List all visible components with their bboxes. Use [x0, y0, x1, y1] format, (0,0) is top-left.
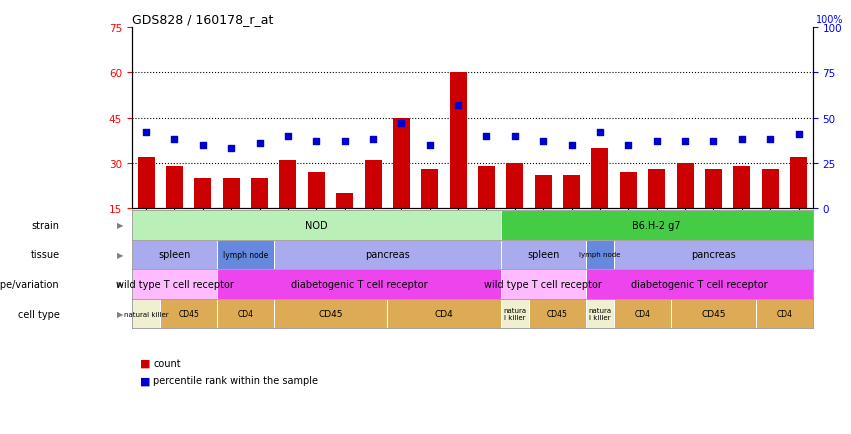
Point: [253, 140, 266, 147]
Text: tissue: tissue: [31, 250, 60, 260]
Point: [225, 145, 238, 152]
Text: lymph node: lymph node: [223, 250, 268, 259]
Bar: [648, 169, 665, 253]
Point: [480, 133, 494, 140]
Text: ▶: ▶: [117, 309, 123, 318]
Point: [508, 133, 522, 140]
Text: CD4: CD4: [635, 309, 650, 318]
Bar: [421, 169, 438, 253]
Text: count: count: [153, 358, 180, 368]
Bar: [166, 166, 183, 253]
Text: diabetogenic T cell receptor: diabetogenic T cell receptor: [290, 279, 427, 289]
Text: spleen: spleen: [158, 250, 191, 260]
Text: diabetogenic T cell receptor: diabetogenic T cell receptor: [631, 279, 768, 289]
Point: [395, 120, 408, 127]
Bar: [223, 178, 240, 253]
Bar: [478, 166, 495, 253]
Point: [621, 142, 635, 149]
Text: natura
l killer: natura l killer: [588, 307, 612, 320]
Text: cell type: cell type: [18, 309, 60, 319]
Point: [281, 133, 294, 140]
Bar: [677, 163, 694, 253]
Bar: [591, 148, 608, 253]
Text: ■: ■: [140, 376, 151, 385]
Text: CD4: CD4: [237, 309, 254, 318]
Text: ▶: ▶: [117, 221, 123, 230]
Point: [565, 142, 579, 149]
Text: CD45: CD45: [318, 309, 343, 318]
Point: [706, 138, 720, 145]
Bar: [279, 160, 296, 253]
Bar: [734, 166, 751, 253]
Bar: [563, 175, 580, 253]
Text: spleen: spleen: [527, 250, 559, 260]
Text: lymph node: lymph node: [580, 252, 620, 258]
Bar: [251, 178, 268, 253]
Point: [168, 136, 181, 143]
Text: CD45: CD45: [547, 309, 568, 318]
Point: [366, 136, 380, 143]
Text: ▶: ▶: [117, 250, 123, 259]
Bar: [620, 172, 637, 253]
Point: [423, 142, 437, 149]
Text: GDS828 / 160178_r_at: GDS828 / 160178_r_at: [132, 13, 273, 26]
Text: pancreas: pancreas: [691, 250, 736, 260]
Bar: [506, 163, 523, 253]
Text: natural killer: natural killer: [123, 311, 168, 317]
Text: NOD: NOD: [305, 220, 328, 230]
Text: percentile rank within the sample: percentile rank within the sample: [153, 376, 318, 385]
Bar: [364, 160, 381, 253]
Bar: [705, 169, 722, 253]
Point: [791, 131, 805, 138]
Point: [451, 102, 465, 109]
Text: CD45: CD45: [178, 309, 199, 318]
Text: natura
l killer: natura l killer: [503, 307, 527, 320]
Point: [735, 136, 749, 143]
Text: ■: ■: [140, 358, 151, 368]
Bar: [138, 157, 155, 253]
Point: [678, 138, 692, 145]
Point: [593, 129, 607, 136]
Point: [310, 138, 323, 145]
Point: [338, 138, 351, 145]
Bar: [194, 178, 211, 253]
Text: pancreas: pancreas: [365, 250, 409, 260]
Text: genotype/variation: genotype/variation: [0, 279, 60, 289]
Text: CD4: CD4: [435, 309, 454, 318]
Bar: [534, 175, 551, 253]
Bar: [336, 193, 353, 253]
Point: [763, 136, 777, 143]
Point: [536, 138, 550, 145]
Text: CD4: CD4: [776, 309, 792, 318]
Bar: [449, 73, 466, 253]
Text: strain: strain: [31, 220, 60, 230]
Text: B6.H-2 g7: B6.H-2 g7: [632, 220, 681, 230]
Bar: [308, 172, 325, 253]
Bar: [762, 169, 779, 253]
Point: [196, 142, 209, 149]
Text: 100%: 100%: [815, 16, 843, 26]
Text: CD45: CD45: [701, 309, 726, 318]
Bar: [393, 118, 410, 253]
Text: ▶: ▶: [117, 280, 123, 289]
Text: wild type T cell receptor: wild type T cell receptor: [116, 279, 233, 289]
Bar: [790, 157, 807, 253]
Point: [650, 138, 664, 145]
Point: [140, 129, 153, 136]
Text: wild type T cell receptor: wild type T cell receptor: [484, 279, 603, 289]
